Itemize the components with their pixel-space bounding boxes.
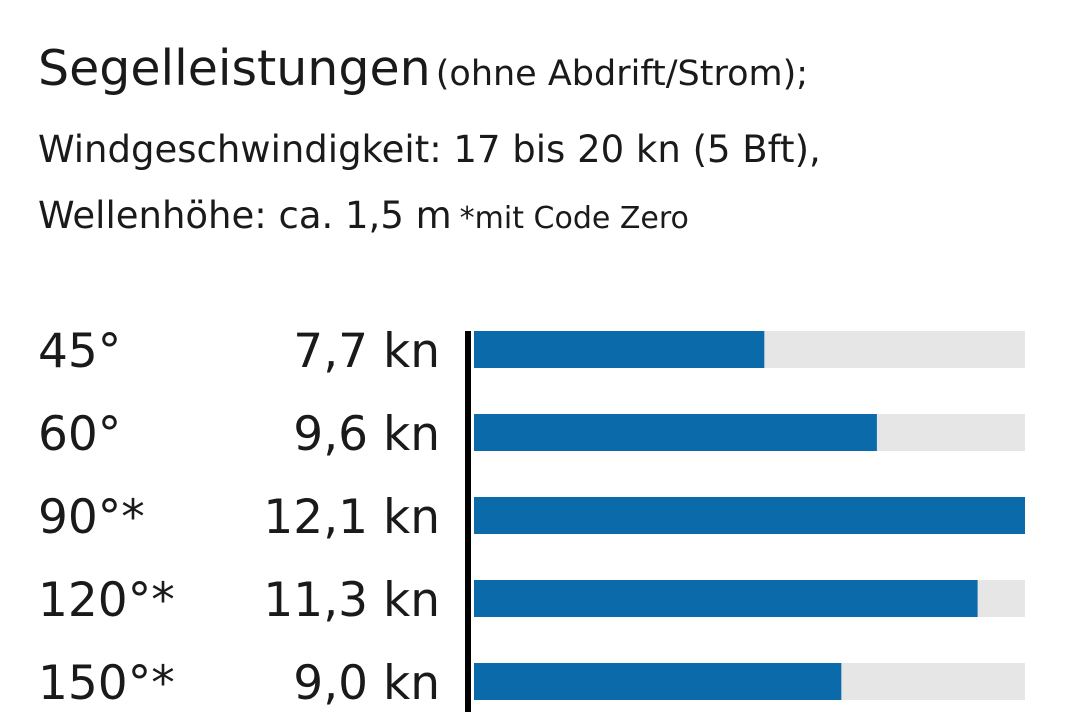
bar bbox=[474, 663, 842, 700]
bar bbox=[474, 580, 978, 617]
category-label: 45° bbox=[38, 324, 121, 379]
bar bbox=[474, 414, 877, 451]
axis-line bbox=[465, 331, 471, 712]
title-main: Segelleistungen bbox=[38, 40, 431, 97]
category-label: 120°* bbox=[38, 573, 175, 628]
category-label: 90°* bbox=[38, 490, 145, 545]
bar bbox=[474, 497, 1025, 534]
subtitle-waves: Wellenhöhe: ca. 1,5 m *mit Code Zero bbox=[38, 197, 689, 234]
footnote-code-zero: *mit Code Zero bbox=[459, 201, 689, 236]
value-label: 9,6 kn bbox=[293, 407, 440, 462]
bar bbox=[474, 331, 765, 368]
chart-title: Segelleistungen (ohne Abdrift/Strom); bbox=[38, 44, 808, 93]
value-label: 11,3 kn bbox=[263, 573, 440, 628]
value-label: 12,1 kn bbox=[263, 490, 440, 545]
title-paren: (ohne Abdrift/Strom); bbox=[435, 54, 809, 94]
category-label: 60° bbox=[38, 407, 121, 462]
value-label: 9,0 kn bbox=[293, 656, 440, 711]
category-label: 150°* bbox=[38, 656, 175, 711]
wave-height-text: Wellenhöhe: ca. 1,5 m bbox=[38, 194, 452, 237]
subtitle-wind: Windgeschwindigkeit: 17 bis 20 kn (5 Bft… bbox=[38, 128, 821, 171]
value-label: 7,7 kn bbox=[293, 324, 440, 379]
